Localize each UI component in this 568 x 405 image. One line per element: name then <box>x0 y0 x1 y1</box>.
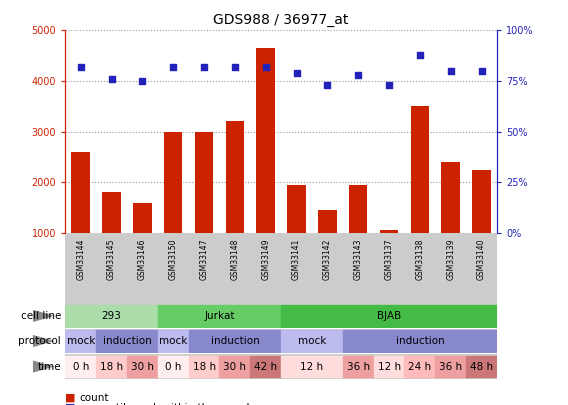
Polygon shape <box>33 310 55 322</box>
Bar <box>225 122 244 233</box>
Bar <box>96 330 158 352</box>
Text: 293: 293 <box>102 311 122 321</box>
Text: GSM33145: GSM33145 <box>107 239 116 280</box>
Bar <box>281 305 497 327</box>
Point <box>138 78 147 84</box>
Text: GSM33148: GSM33148 <box>231 239 239 280</box>
Text: GSM33143: GSM33143 <box>354 239 363 280</box>
Text: 18 h: 18 h <box>100 362 123 371</box>
Text: 48 h: 48 h <box>470 362 493 371</box>
Point <box>169 64 178 70</box>
Bar <box>374 356 404 377</box>
Text: induction: induction <box>395 336 444 346</box>
Polygon shape <box>33 335 55 347</box>
Bar <box>435 356 466 377</box>
Bar <box>65 330 96 352</box>
Text: induction: induction <box>103 336 151 346</box>
Text: 0 h: 0 h <box>73 362 89 371</box>
Text: GSM33142: GSM33142 <box>323 239 332 280</box>
Bar <box>281 356 343 377</box>
Point <box>323 82 332 88</box>
Bar <box>65 305 158 327</box>
Point <box>385 82 394 88</box>
Text: 36 h: 36 h <box>346 362 370 371</box>
Text: BJAB: BJAB <box>377 311 401 321</box>
Bar <box>466 356 497 377</box>
Text: 30 h: 30 h <box>223 362 247 371</box>
Point <box>231 64 240 70</box>
Point <box>107 76 116 82</box>
Text: GSM33144: GSM33144 <box>76 239 85 280</box>
Text: count: count <box>80 393 109 403</box>
Text: 30 h: 30 h <box>131 362 154 371</box>
Text: GSM33150: GSM33150 <box>169 239 178 280</box>
Bar <box>257 48 275 233</box>
Point <box>76 64 85 70</box>
Text: GSM33139: GSM33139 <box>446 239 455 280</box>
Text: GSM33140: GSM33140 <box>477 239 486 280</box>
Bar <box>318 210 337 233</box>
Text: induction: induction <box>211 336 259 346</box>
Bar <box>411 107 429 233</box>
Bar <box>195 132 214 233</box>
Point <box>354 72 363 78</box>
Text: 24 h: 24 h <box>408 362 432 371</box>
Text: 12 h: 12 h <box>300 362 324 371</box>
Text: 42 h: 42 h <box>254 362 277 371</box>
Point <box>446 68 456 74</box>
Point <box>415 51 424 58</box>
Bar <box>349 185 367 233</box>
Text: mock: mock <box>298 336 326 346</box>
Text: ■: ■ <box>65 393 76 403</box>
Text: GSM33138: GSM33138 <box>415 239 424 280</box>
Bar <box>158 356 189 377</box>
Bar <box>343 356 374 377</box>
Point <box>199 64 208 70</box>
Bar <box>287 185 306 233</box>
Bar <box>441 162 460 233</box>
Text: 36 h: 36 h <box>439 362 462 371</box>
Bar <box>158 305 281 327</box>
Bar <box>380 230 398 233</box>
Bar <box>189 356 219 377</box>
Text: mock: mock <box>159 336 187 346</box>
Text: percentile rank within the sample: percentile rank within the sample <box>80 403 256 405</box>
Title: GDS988 / 36977_at: GDS988 / 36977_at <box>214 13 349 27</box>
Text: 18 h: 18 h <box>193 362 216 371</box>
Point <box>477 68 486 74</box>
Bar <box>127 356 158 377</box>
Bar <box>164 132 182 233</box>
Text: GSM33147: GSM33147 <box>199 239 208 280</box>
Bar <box>158 330 189 352</box>
Text: GSM33149: GSM33149 <box>261 239 270 280</box>
Text: 0 h: 0 h <box>165 362 181 371</box>
Text: mock: mock <box>66 336 95 346</box>
Text: ■: ■ <box>65 403 76 405</box>
Bar <box>343 330 497 352</box>
Polygon shape <box>33 360 55 373</box>
Text: GSM33137: GSM33137 <box>385 239 394 280</box>
Text: time: time <box>37 362 61 371</box>
Bar <box>473 170 491 233</box>
Point <box>261 64 270 70</box>
Bar <box>189 330 281 352</box>
Bar <box>281 330 343 352</box>
Bar <box>133 202 152 233</box>
Bar <box>404 356 435 377</box>
Bar <box>65 356 96 377</box>
Bar <box>219 356 250 377</box>
Text: protocol: protocol <box>18 336 61 346</box>
Bar <box>102 192 121 233</box>
Bar <box>250 356 281 377</box>
Text: GSM33146: GSM33146 <box>138 239 147 280</box>
Point <box>292 70 301 76</box>
Bar <box>96 356 127 377</box>
Text: cell line: cell line <box>20 311 61 321</box>
Text: Jurkat: Jurkat <box>204 311 235 321</box>
Text: 12 h: 12 h <box>378 362 400 371</box>
Bar <box>72 152 90 233</box>
Text: GSM33141: GSM33141 <box>292 239 301 280</box>
